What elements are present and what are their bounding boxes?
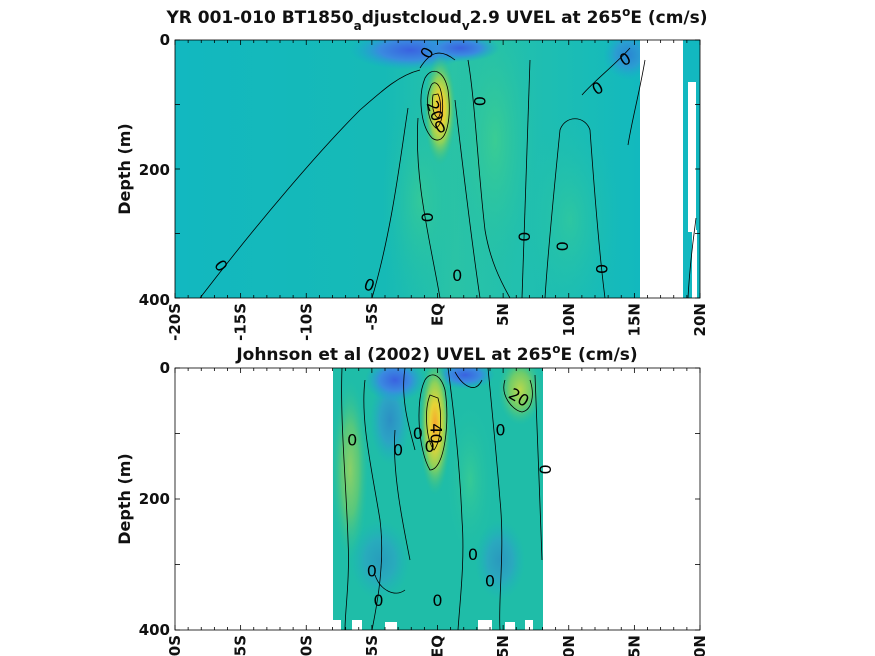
bottom-contour-label: 40 bbox=[427, 423, 446, 443]
bottom-xtick-label: EQ bbox=[429, 635, 447, 656]
bottom-contour-label: 0 bbox=[536, 464, 555, 474]
top-xtick-label: -15S bbox=[232, 303, 250, 341]
top-heatmap-field bbox=[175, 40, 700, 298]
bottom-contour-label: 0 bbox=[495, 421, 505, 440]
bottom-ytick-400: 400 bbox=[139, 621, 170, 639]
bottom-heatmap-field bbox=[332, 368, 543, 630]
bottom-contour-label: 0 bbox=[347, 431, 357, 450]
top-xtick-label: 10N bbox=[560, 303, 578, 336]
top-ytick-400: 400 bbox=[139, 291, 170, 309]
bottom-contour-label: 0 bbox=[485, 571, 495, 590]
bottom-contour-label: 0 bbox=[468, 545, 478, 564]
top-contour-label: 0 bbox=[515, 232, 534, 242]
bottom-xtick-label: -15S bbox=[232, 635, 250, 656]
top-xtick-label: -20S bbox=[166, 303, 184, 341]
top-x-ticks: -20S -15S -10S -5S EQ 5N 10N 15N 20N bbox=[166, 39, 709, 341]
bottom-chart: Johnson et al (2002) UVEL at 265oE (cm/s… bbox=[115, 342, 709, 656]
bottom-contour-label: 0 bbox=[413, 424, 423, 443]
bottom-xtick-label: 15N bbox=[625, 635, 643, 656]
top-contour-label: 0 bbox=[470, 96, 489, 106]
bottom-contour-label: 0 bbox=[373, 591, 383, 610]
bottom-contour-label: 0 bbox=[425, 437, 435, 456]
bottom-contour-label: 0 bbox=[393, 440, 403, 459]
bottom-xtick-label: -5S bbox=[363, 635, 381, 656]
top-ytick-200: 200 bbox=[139, 161, 170, 179]
top-contour-label: 0 bbox=[553, 241, 572, 251]
top-ytick-0: 0 bbox=[160, 31, 170, 49]
bottom-contour-label: 0 bbox=[432, 591, 442, 610]
top-xtick-label: 5N bbox=[494, 303, 512, 326]
bottom-ytick-0: 0 bbox=[160, 359, 170, 377]
bottom-xtick-label: -20S bbox=[166, 635, 184, 656]
bottom-ylabel: Depth (m) bbox=[115, 453, 134, 545]
bottom-xtick-label: 10N bbox=[560, 635, 578, 656]
top-xtick-label: 20N bbox=[691, 303, 709, 336]
bottom-xtick-label: 20N bbox=[691, 635, 709, 656]
bottom-x-ticks: -20S -15S -10S -5S EQ 5N 10N 15N 20N bbox=[166, 367, 709, 656]
bottom-xtick-label: -10S bbox=[297, 635, 315, 656]
top-xtick-label: EQ bbox=[429, 303, 447, 326]
top-xtick-label: -5S bbox=[363, 303, 381, 330]
bottom-chart-title: Johnson et al (2002) UVEL at 265oE (cm/s… bbox=[235, 342, 637, 365]
top-ylabel: Depth (m) bbox=[115, 123, 134, 215]
top-contour-label: 0 bbox=[592, 264, 611, 274]
top-xtick-label: -10S bbox=[297, 303, 315, 341]
top-contour-label: 0 bbox=[418, 212, 437, 222]
bottom-ytick-200: 200 bbox=[139, 490, 170, 508]
bottom-contour-label: 0 bbox=[367, 562, 377, 581]
top-contour-label: 0 bbox=[452, 266, 462, 285]
top-chart: YR 001-010 BT1850adjustcloudv2.9 UVEL at… bbox=[115, 5, 709, 341]
bottom-xtick-label: 5N bbox=[494, 635, 512, 656]
top-chart-title: YR 001-010 BT1850adjustcloudv2.9 UVEL at… bbox=[165, 5, 707, 33]
bottom-westward-surface bbox=[365, 368, 425, 402]
top-nodata-mask bbox=[640, 40, 683, 298]
top-xtick-label: 15N bbox=[625, 303, 643, 336]
